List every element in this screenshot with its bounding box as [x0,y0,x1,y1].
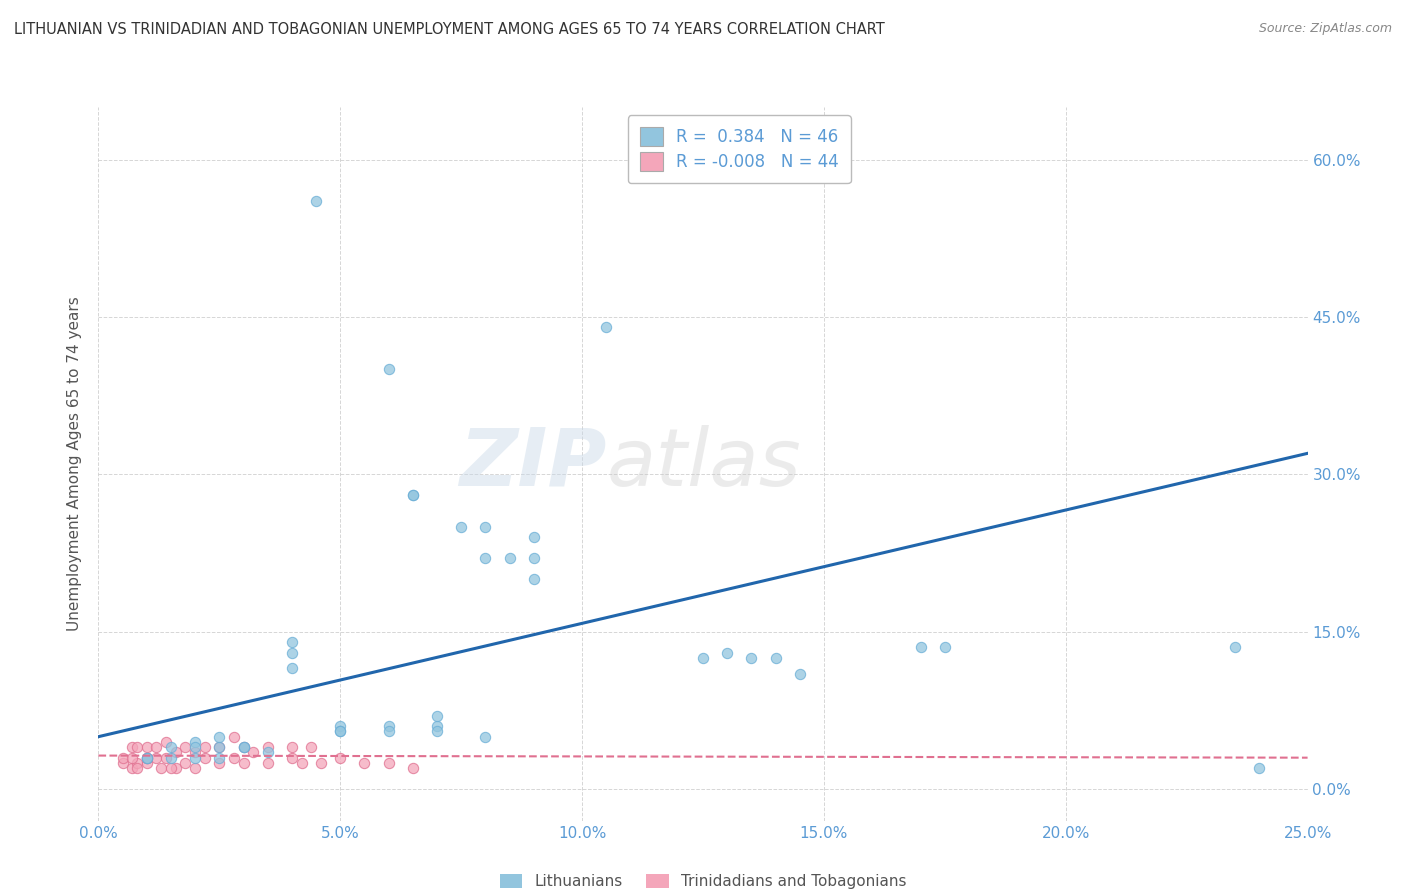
Point [474,730,496,744]
Point [184,761,207,775]
Point [184,740,207,755]
Text: ZIP: ZIP [458,425,606,503]
Point [934,640,956,655]
Point [184,750,207,764]
Point [111,750,134,764]
Point [329,719,352,733]
Text: LITHUANIAN VS TRINIDADIAN AND TOBAGONIAN UNEMPLOYMENT AMONG AGES 65 TO 74 YEARS : LITHUANIAN VS TRINIDADIAN AND TOBAGONIAN… [14,22,884,37]
Point [402,761,425,775]
Legend: Lithuanians, Trinidadians and Tobagonians: Lithuanians, Trinidadians and Tobagonian… [494,868,912,892]
Point [426,719,449,733]
Point [256,740,278,755]
Point [208,730,231,744]
Point [160,740,183,755]
Point [426,708,449,723]
Point [474,551,496,566]
Point [426,724,449,739]
Point [232,740,254,755]
Point [523,572,546,586]
Text: atlas: atlas [606,425,801,503]
Point [111,756,134,770]
Point [135,750,157,764]
Point [145,740,167,755]
Point [309,756,332,770]
Point [135,740,157,755]
Point [299,740,322,755]
Point [208,756,231,770]
Point [377,724,399,739]
Point [281,740,304,755]
Point [155,735,177,749]
Point [121,750,143,764]
Point [194,750,217,764]
Point [135,750,157,764]
Point [281,750,304,764]
Point [155,750,177,764]
Point [184,746,207,760]
Point [165,761,187,775]
Point [184,735,207,749]
Point [523,551,546,566]
Point [121,740,143,755]
Point [194,740,217,755]
Point [174,740,197,755]
Point [208,750,231,764]
Point [1249,761,1271,775]
Point [208,740,231,755]
Point [377,756,399,770]
Point [160,761,183,775]
Point [165,746,187,760]
Point [740,651,762,665]
Point [716,646,738,660]
Point [377,719,399,733]
Point [329,724,352,739]
Point [377,362,399,376]
Point [692,651,714,665]
Point [232,740,254,755]
Point [1223,640,1246,655]
Point [281,646,304,660]
Point [256,756,278,770]
Point [402,488,425,502]
Point [135,750,157,764]
Point [150,761,173,775]
Point [135,750,157,764]
Point [523,530,546,544]
Point [222,750,245,764]
Point [127,740,149,755]
Point [145,750,167,764]
Point [242,746,264,760]
Point [281,661,304,675]
Point [329,724,352,739]
Y-axis label: Unemployment Among Ages 65 to 74 years: Unemployment Among Ages 65 to 74 years [67,296,83,632]
Point [402,488,425,502]
Point [222,730,245,744]
Point [305,194,328,209]
Point [121,761,143,775]
Point [353,756,375,770]
Point [160,750,183,764]
Point [232,740,254,755]
Point [208,740,231,755]
Point [910,640,932,655]
Point [127,756,149,770]
Text: Source: ZipAtlas.com: Source: ZipAtlas.com [1258,22,1392,36]
Point [256,746,278,760]
Point [498,551,520,566]
Point [127,761,149,775]
Point [135,756,157,770]
Point [290,756,312,770]
Point [232,756,254,770]
Point [329,750,352,764]
Point [789,666,811,681]
Point [281,635,304,649]
Point [595,320,617,334]
Point [474,520,496,534]
Point [450,520,472,534]
Point [765,651,787,665]
Point [174,756,197,770]
